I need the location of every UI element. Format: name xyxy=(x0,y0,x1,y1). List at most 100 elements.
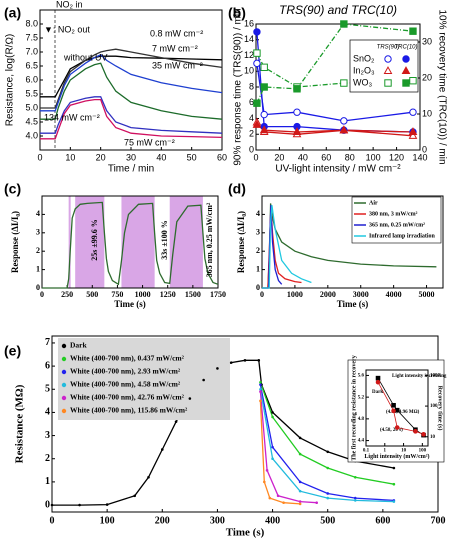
y-tick-label: 4.5 xyxy=(25,116,38,126)
legend-swatch xyxy=(61,356,67,362)
legend-label: SnO₂ xyxy=(353,53,375,63)
y-tick-label: 5.2 xyxy=(358,395,365,400)
plot-frame xyxy=(261,195,444,289)
panel: 0 10 20 30 40 50 60 4.0 4.5 5.0 5.5 6.0 6.5 7.0 7.5 8.0… xyxy=(4,0,227,175)
y-tick-label: 5 xyxy=(45,384,50,395)
x-tick-label: 1000 xyxy=(135,290,151,299)
point xyxy=(147,475,150,479)
y-tick-label: 1 xyxy=(256,264,260,273)
point xyxy=(271,415,274,419)
point xyxy=(229,361,233,364)
point xyxy=(375,375,381,381)
point xyxy=(259,399,262,403)
point xyxy=(326,496,330,500)
legend-label: In₂O₃ xyxy=(353,65,375,75)
point xyxy=(78,503,81,507)
point xyxy=(340,117,348,125)
point xyxy=(298,436,302,440)
y-tick-label: 0 xyxy=(45,499,50,510)
point xyxy=(353,496,357,500)
x-axis-label: Time (s) xyxy=(114,299,146,309)
x-tick-label: 1250 xyxy=(160,290,176,299)
x-tick-label: 100 xyxy=(100,515,115,526)
point xyxy=(271,445,274,449)
x-axis-label: UV-light intensity / mW cm⁻² xyxy=(275,164,401,175)
y2-tick-label: 0 xyxy=(422,144,427,154)
x-tick-label: 0 xyxy=(260,290,264,299)
legend-label: White (400-700 nm), 42.76 mW/cm² xyxy=(70,393,185,402)
x-axis-label: Time / min xyxy=(108,164,154,175)
y2-tick-label: 1000 xyxy=(430,374,441,379)
y2-tick-label: 10 xyxy=(422,108,432,118)
point xyxy=(188,397,192,400)
point xyxy=(253,49,261,57)
legend-swatch xyxy=(384,55,392,63)
annotation: 0.8 mW cm⁻² xyxy=(150,28,203,38)
y-tick-label: 5.0 xyxy=(25,102,38,112)
legend-swatch xyxy=(61,408,67,414)
legend-swatch xyxy=(61,343,67,349)
y-axis-label: Response (ΔI/I₀) xyxy=(236,211,246,273)
x-tick-label: 200 xyxy=(155,515,170,526)
legend-swatch xyxy=(384,79,392,87)
point xyxy=(340,20,348,28)
point xyxy=(202,378,205,382)
point xyxy=(259,387,262,391)
x-tick-label: 1 xyxy=(384,449,387,454)
point xyxy=(298,452,302,456)
uv-span xyxy=(121,196,155,288)
series-line xyxy=(40,98,223,140)
point xyxy=(413,429,418,434)
point xyxy=(339,125,349,134)
point xyxy=(253,28,261,36)
point xyxy=(391,402,396,408)
y-tick-label: 2 xyxy=(36,246,40,255)
legend-box xyxy=(351,196,442,244)
y-tick-label: 14 xyxy=(244,34,254,44)
y-tick-label: 5.6 xyxy=(358,374,365,379)
point xyxy=(293,108,301,116)
x-tick-label: 60 xyxy=(321,152,331,162)
legend-swatch xyxy=(61,369,67,375)
point xyxy=(260,110,268,119)
panel-label: (a) xyxy=(4,5,21,21)
x-tick-label: 700 xyxy=(431,515,446,526)
point xyxy=(282,501,285,505)
x-tick-label: 0 xyxy=(50,515,55,526)
point xyxy=(133,494,137,498)
point xyxy=(243,359,247,362)
annotation: 75 mW cm⁻² xyxy=(124,137,175,147)
panel-label: (e) xyxy=(4,343,21,359)
point xyxy=(392,482,396,486)
point xyxy=(259,390,262,393)
annotation: (4.58, 4.96 MΩ) xyxy=(386,410,420,415)
point xyxy=(259,125,269,134)
y-tick-label: 4 xyxy=(36,209,40,218)
x-tick-label: 20 xyxy=(274,152,284,162)
y-tick-label: 10 xyxy=(244,66,254,76)
annotation: 7 mW cm⁻² xyxy=(152,43,198,53)
y-tick-label: 3 xyxy=(256,228,260,237)
point xyxy=(263,480,266,484)
x-tick-label: 10 xyxy=(401,449,407,454)
series-line xyxy=(259,384,394,502)
legend-box xyxy=(58,338,230,420)
legend-label: WO₃ xyxy=(353,77,372,87)
point xyxy=(260,83,268,91)
legend-header: TRS(90) xyxy=(377,45,400,51)
series-line xyxy=(259,389,394,503)
y-tick-label: 7.5 xyxy=(25,32,38,42)
point xyxy=(160,448,164,451)
y-tick-label: 2 xyxy=(249,129,254,139)
annotation: Light intensity increasing xyxy=(392,374,447,379)
annotation: 134 mW cm⁻² xyxy=(44,112,100,122)
x-tick-label: 20 xyxy=(96,152,106,162)
legend-swatch xyxy=(61,382,67,388)
legend-header: TRC(10) xyxy=(394,45,417,51)
point xyxy=(293,85,301,93)
y-tick-label: 12 xyxy=(244,50,254,60)
x-tick-label: 50 xyxy=(187,152,197,162)
annotation: ▼: NO₂ out xyxy=(44,24,90,34)
y-tick-label: 4 xyxy=(45,407,50,418)
x-tick-label: 100 xyxy=(419,449,427,454)
